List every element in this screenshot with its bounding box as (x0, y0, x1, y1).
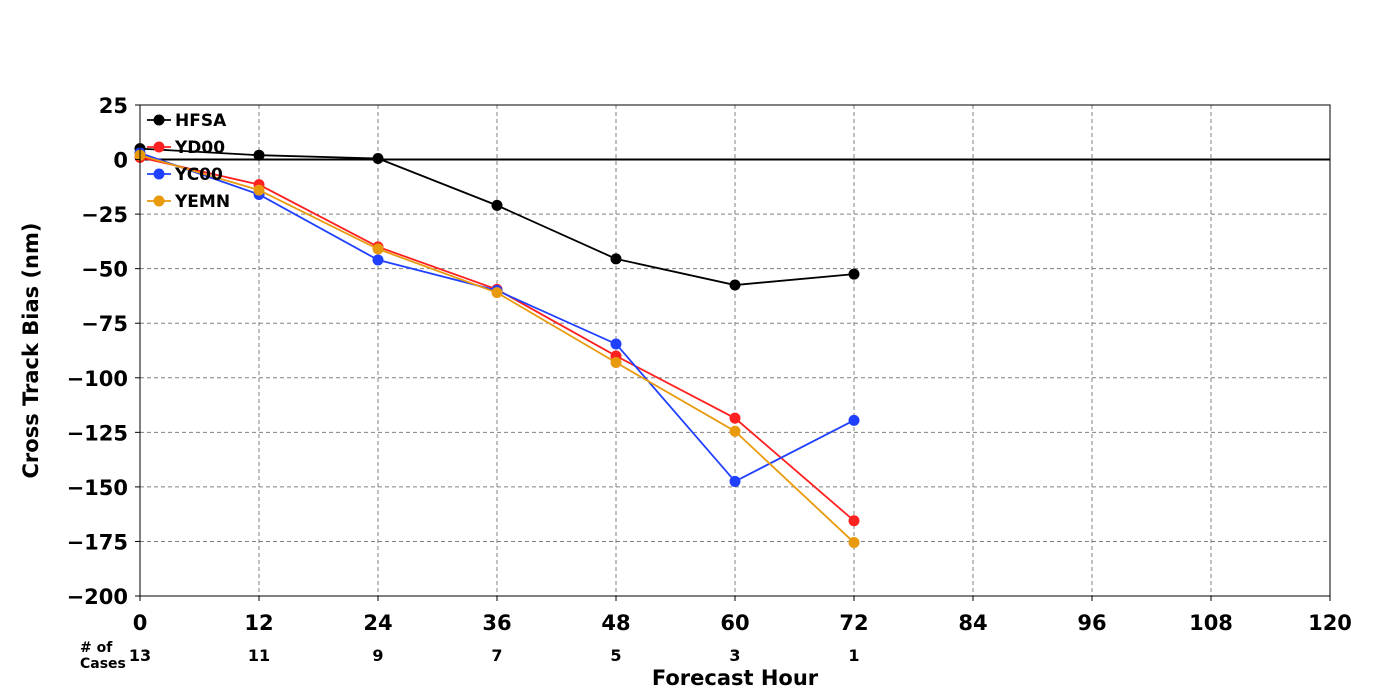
x-tick-label: 72 (839, 611, 868, 635)
case-count: 1 (848, 646, 859, 665)
x-axis-title: Forecast Hour (652, 666, 819, 690)
legend-marker-hfsa (153, 114, 165, 126)
data-point-hfsa (372, 152, 384, 164)
x-tick-label: 0 (133, 611, 148, 635)
data-point-yc00 (729, 475, 741, 487)
y-tick-label: −100 (67, 367, 128, 391)
grid-layer (140, 105, 1330, 596)
case-count: 11 (248, 646, 270, 665)
cases-label-line1: # of (80, 640, 113, 656)
y-tick-label: 0 (113, 149, 128, 173)
legend-marker-yd00 (153, 141, 165, 153)
data-point-yemn (848, 537, 860, 549)
data-point-yemn (491, 287, 503, 299)
data-point-yd00 (729, 412, 741, 424)
data-point-yemn (610, 357, 622, 369)
y-tick-label: −175 (67, 530, 128, 554)
data-point-hfsa (729, 279, 741, 291)
x-tick-label: 12 (244, 611, 273, 635)
data-point-hfsa (610, 253, 622, 265)
legend-label-yd00: YD00 (174, 138, 225, 158)
data-point-yc00 (610, 338, 622, 350)
y-tick-label: −125 (67, 421, 128, 445)
data-point-yc00 (848, 414, 860, 426)
data-point-yd00 (848, 515, 860, 527)
legend-label-yemn: YEMN (174, 192, 230, 212)
y-tick-label: −150 (67, 476, 128, 500)
data-point-hfsa (253, 149, 265, 161)
data-point-yc00 (372, 254, 384, 266)
data-point-yemn (729, 425, 741, 437)
x-tick-label: 24 (363, 611, 392, 635)
series-layer (134, 143, 860, 549)
y-axis-ticks: 25 0 −25 −50 −75 −100 −125 −150 −175 −200 (67, 94, 140, 609)
case-count: 13 (129, 646, 151, 665)
cases-label-line2: Cases (80, 656, 126, 672)
x-tick-label: 84 (958, 611, 987, 635)
cases-row: # of Cases 13 11 9 7 5 3 1 (80, 640, 860, 672)
x-tick-label: 96 (1077, 611, 1106, 635)
case-count: 3 (729, 646, 740, 665)
data-point-hfsa (848, 268, 860, 280)
legend: HFSA YD00 YC00 YEMN (147, 111, 230, 212)
data-point-yemn (372, 243, 384, 255)
x-axis-ticks: 0 12 24 36 48 60 72 84 96 108 120 (133, 596, 1352, 635)
x-tick-label: 108 (1189, 611, 1233, 635)
x-tick-label: 120 (1308, 611, 1352, 635)
legend-label-hfsa: HFSA (175, 111, 227, 131)
y-axis-title: Cross Track Bias (nm) (19, 223, 43, 479)
y-tick-label: −50 (81, 258, 128, 282)
y-tick-label: −75 (81, 312, 128, 336)
y-tick-label: −200 (67, 585, 128, 609)
y-tick-label: 25 (99, 94, 128, 118)
x-tick-label: 48 (601, 611, 630, 635)
legend-marker-yemn (153, 195, 165, 207)
x-tick-label: 60 (720, 611, 749, 635)
y-tick-label: −25 (81, 203, 128, 227)
legend-label-yc00: YC00 (174, 165, 223, 185)
case-count: 5 (610, 646, 621, 665)
x-tick-label: 36 (482, 611, 511, 635)
data-point-hfsa (491, 199, 503, 211)
case-count: 9 (372, 646, 383, 665)
data-point-yemn (253, 184, 265, 196)
case-count: 7 (491, 646, 502, 665)
legend-marker-yc00 (153, 168, 165, 180)
